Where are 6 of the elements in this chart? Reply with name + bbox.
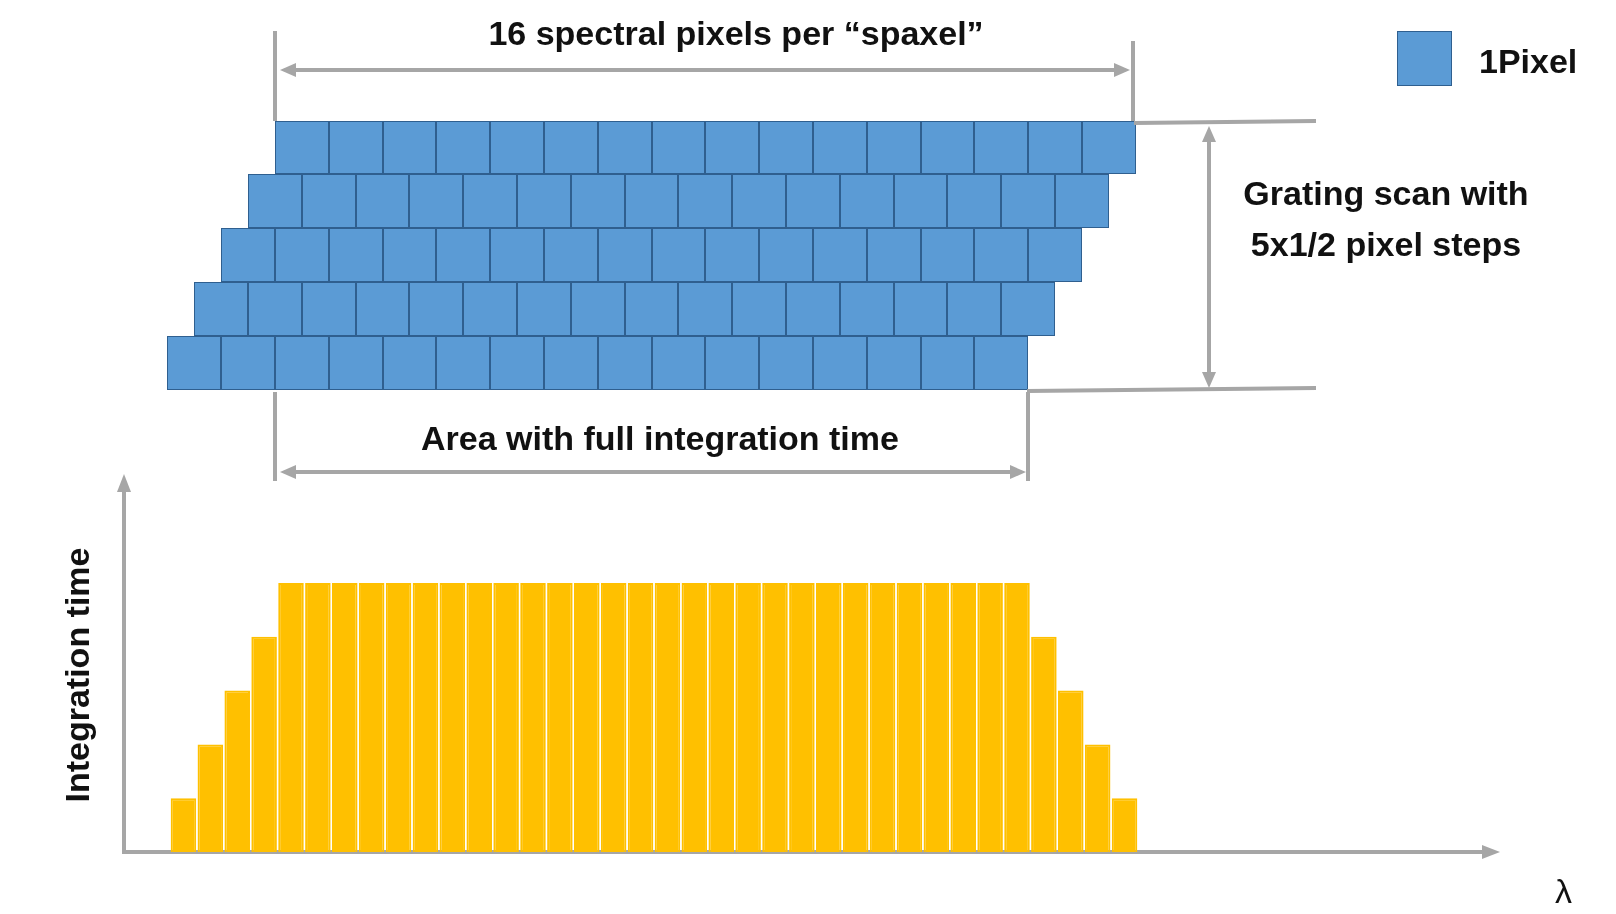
text: Area with full integration time (421, 419, 899, 458)
text: Grating scan with 5x1/2 pixel steps (1242, 173, 1530, 265)
text: 1Pixel (1479, 42, 1578, 81)
text: 16 spectral pixels per “spaxel” (488, 14, 984, 53)
text: λ (1555, 872, 1572, 911)
y-axis-title: Integration time (57, 547, 97, 803)
